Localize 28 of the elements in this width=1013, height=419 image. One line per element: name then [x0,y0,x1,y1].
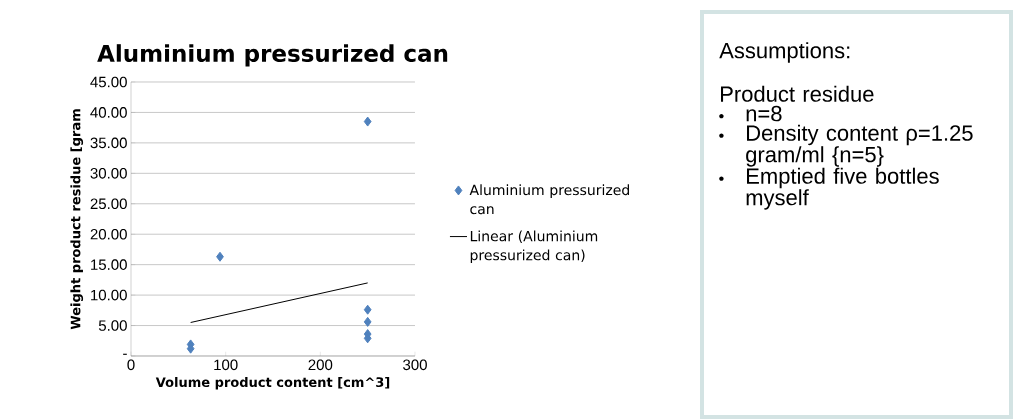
point [216,251,224,262]
x-axis-title: Volume product content [cm^3] [155,377,390,390]
x-tick-label: 200 [308,359,333,371]
text: Product residue [721,85,874,102]
y-tick-label: 45.00 [90,76,127,88]
point [363,316,372,327]
text: n=8 [746,105,782,122]
y-tick-label: 10.00 [91,289,127,301]
x-tick-label: 300 [403,359,427,371]
y-axis-title: Weight product residue [gram [70,109,84,330]
point [363,116,372,127]
x-tick-label: 100 [214,359,238,371]
y-tick-label: 25.00 [90,198,127,210]
x-tick-label: 0 [127,359,135,371]
legend-label: Aluminium pressurized can [469,184,629,215]
text: Density content ρ=1.25 gram/ml {n=5} [746,124,973,167]
chart-title: Aluminium pressurized can [97,44,448,67]
text: Assumptions: [719,42,850,63]
text: Emptied five bottles myself [746,167,939,210]
y-tick-label: 30.00 [90,168,127,179]
legend-label: Linear (Aluminium pressurized can) [470,230,598,264]
y-tick-label: - [123,353,127,355]
y-tick-label: 35.00 [90,137,127,149]
y-tick-label: 40.00 [90,107,127,118]
point [363,304,372,315]
y-tick-label: 5.00 [98,320,127,331]
y-tick-label: 20.00 [90,228,127,240]
y-tick-label: 15.00 [91,259,127,270]
